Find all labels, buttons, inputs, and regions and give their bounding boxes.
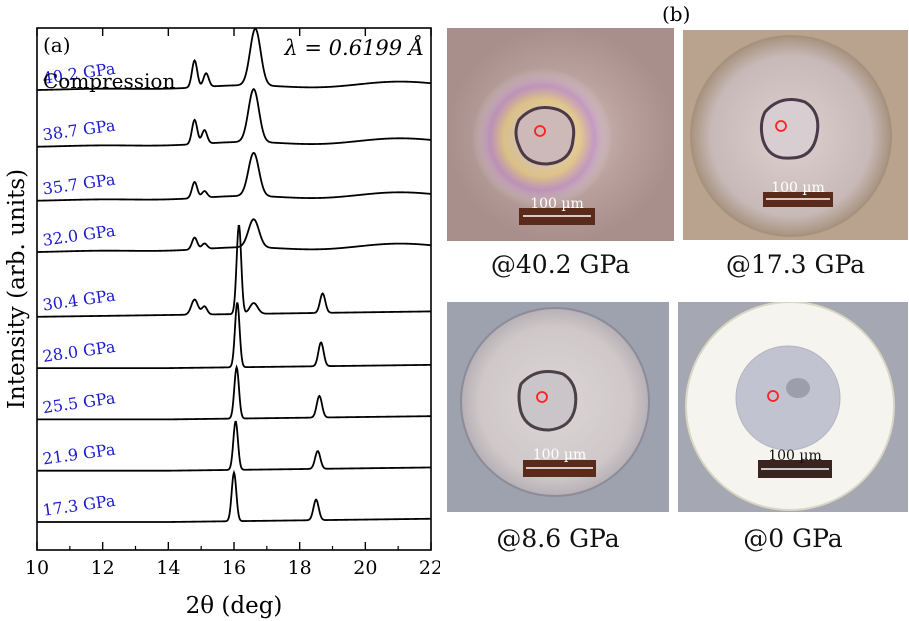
series-label: 32.0 GPa — [41, 221, 116, 250]
wavelength-label: λ = 0.6199 Å — [283, 35, 424, 60]
series-label: 35.7 GPa — [41, 169, 116, 198]
sample-hole — [759, 98, 820, 160]
curves — [36, 27, 432, 523]
micrograph-0-gpa: 100 µm — [678, 302, 908, 512]
caption-8-6-gpa: @8.6 GPa — [496, 524, 620, 553]
sample-grain — [786, 378, 810, 398]
x-tick-label: 18 — [288, 557, 312, 579]
panel-label-b: (b) — [662, 2, 691, 26]
xrd-trace-17-3-gpa — [37, 469, 432, 523]
xrd-chart: 17.3 GPa 21.9 GPa 25.5 GPa 28.0 GPa 30.4 GPa… — [4, 27, 440, 619]
series-label: 25.5 GPa — [41, 388, 116, 417]
beam-spot — [536, 391, 548, 403]
xrd-trace-40-2-gpa — [36, 27, 432, 91]
x-tick-label: 14 — [156, 557, 180, 579]
sample-hole — [735, 345, 841, 451]
series-label: 38.7 GPa — [41, 115, 116, 144]
caption-17-3-gpa: @17.3 GPa — [725, 250, 866, 279]
caption-0-gpa: @0 GPa — [743, 524, 843, 553]
caption-40-2-gpa: @40.2 GPa — [490, 250, 631, 279]
scale-bar-label: 100 µm — [530, 196, 584, 212]
xrd-trace-21-9-gpa — [37, 420, 432, 472]
scale-bar-label: 100 µm — [771, 180, 825, 196]
x-axis-label: 2θ (deg) — [186, 593, 283, 619]
micrograph-17-3-gpa: 100 µm — [683, 30, 908, 240]
scale-bar-label: 100 µm — [532, 447, 587, 463]
beam-spot — [767, 390, 779, 402]
x-tick-label: 10 — [25, 557, 49, 579]
series-label: 28.0 GPa — [41, 337, 116, 366]
xrd-trace-30-4-gpa — [36, 224, 432, 318]
x-tick-label: 16 — [222, 557, 246, 579]
x-tick-label: 20 — [353, 557, 377, 579]
panel-label-a: (a) — [43, 33, 71, 57]
micrograph-40-2-gpa: 100 µm — [447, 28, 674, 241]
xrd-trace-28-0-gpa — [37, 302, 432, 369]
scale-bar-label: 100 µm — [768, 448, 822, 464]
sample-hole — [517, 370, 578, 432]
series-label: 21.9 GPa — [41, 439, 116, 468]
y-axis-label: Intensity (arb. units) — [4, 169, 30, 409]
series-labels: 17.3 GPa 21.9 GPa 25.5 GPa 28.0 GPa 30.4 GPa… — [41, 59, 116, 520]
compression-label: Compression — [43, 69, 175, 93]
xrd-trace-25-5-gpa — [37, 364, 432, 421]
beam-spot — [775, 120, 787, 132]
series-label: 17.3 GPa — [41, 491, 116, 520]
ticks: 10 12 14 16 18 20 22 — [25, 28, 440, 579]
beam-spot — [534, 125, 546, 137]
sample-hole — [514, 106, 576, 166]
x-tick-label: 22 — [419, 557, 440, 579]
series-label: 30.4 GPa — [41, 286, 116, 315]
xrd-trace-35-7-gpa — [36, 151, 432, 202]
x-tick-label: 12 — [91, 557, 115, 579]
xrd-trace-32-0-gpa — [36, 218, 432, 253]
xrd-trace-38-7-gpa — [36, 88, 432, 148]
micrograph-8-6-gpa: 100 µm — [447, 302, 669, 512]
